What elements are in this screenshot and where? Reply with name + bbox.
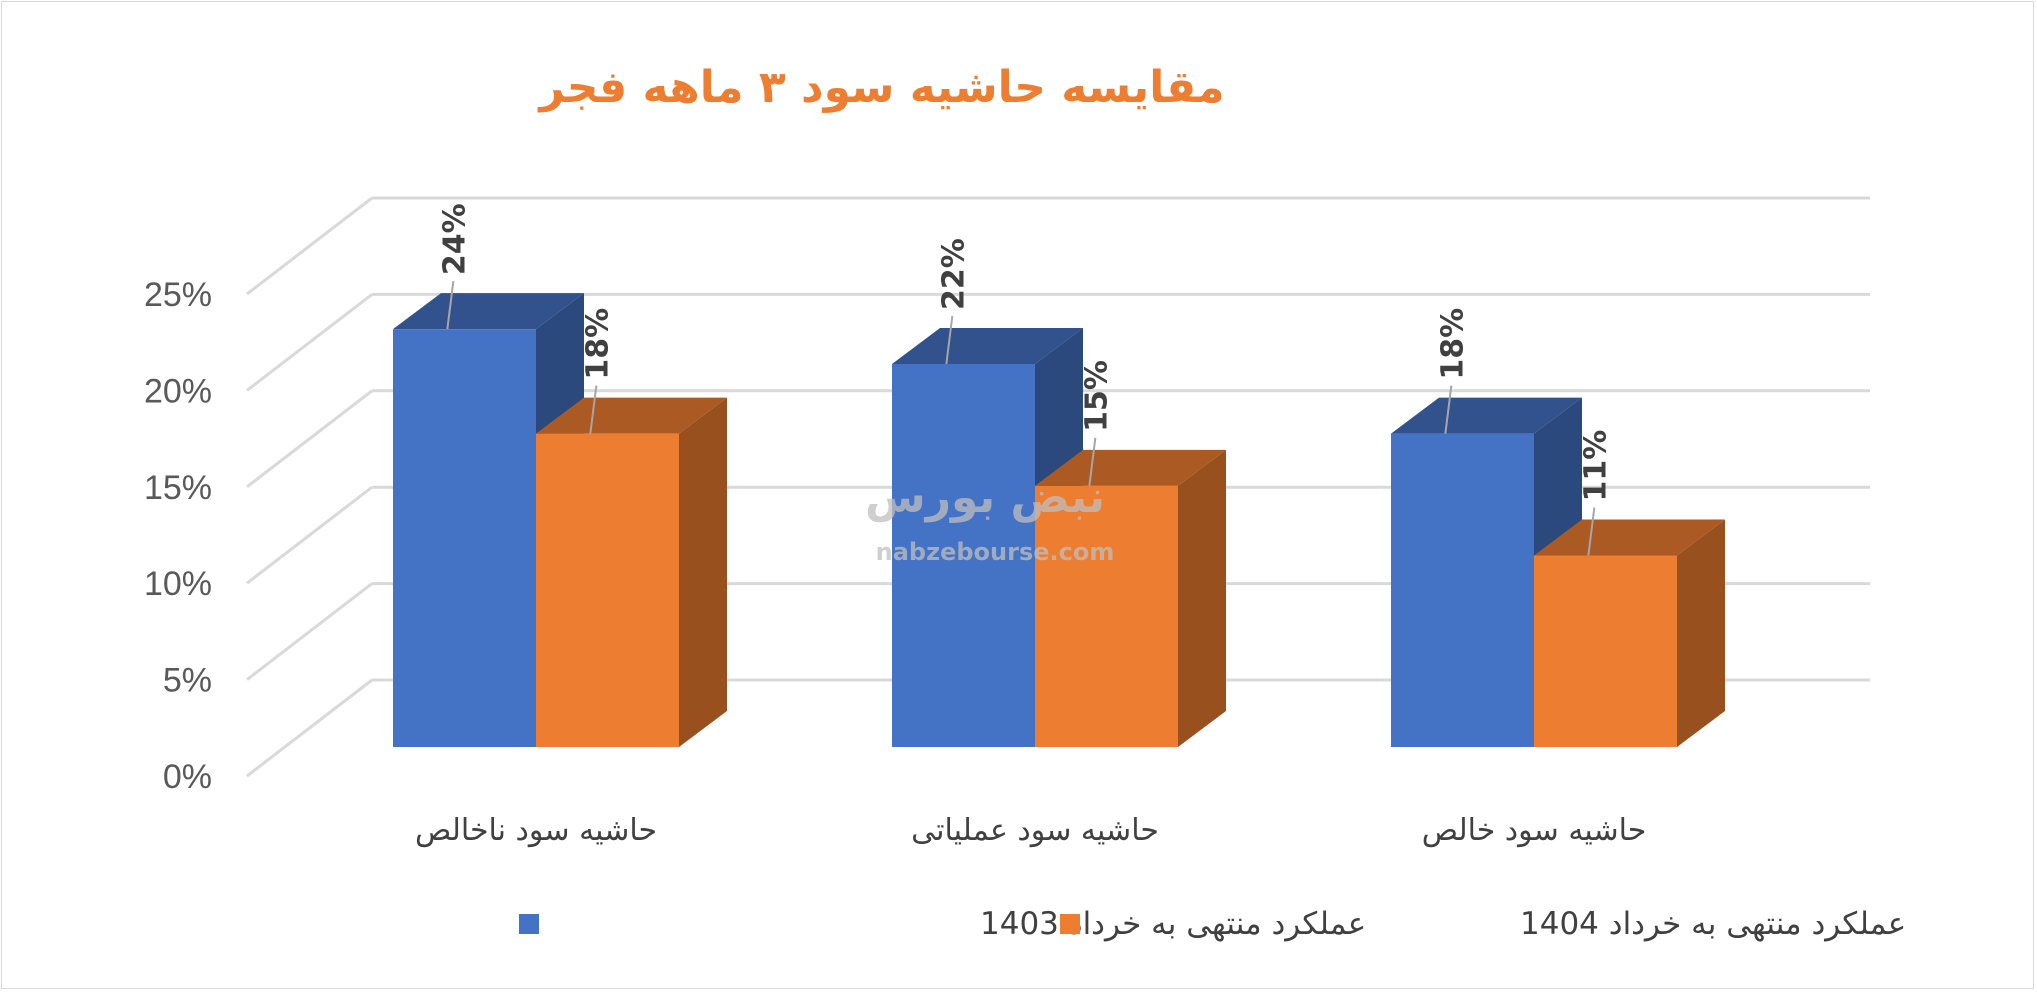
x-category-label: حاشیه سود خالص [1422, 813, 1647, 848]
bar-top [1391, 397, 1582, 434]
bar [536, 397, 727, 747]
bar-front [393, 329, 536, 747]
bar-top [1534, 519, 1725, 556]
data-label: 22% [936, 238, 971, 310]
bar-front [1391, 433, 1534, 747]
bar-top [536, 397, 727, 434]
bar-front [536, 433, 679, 747]
bar-top [393, 293, 584, 330]
x-axis-category-labels: حاشیه سود ناخالص حاشیه سود عملیاتی حاشیه س… [415, 813, 1646, 848]
bar [1534, 519, 1725, 747]
watermark-url: nabzebourse.com [876, 538, 1115, 566]
data-label-leader [1587, 507, 1596, 556]
bars [393, 293, 1725, 747]
bar-top [1035, 449, 1226, 486]
x-category-label: حاشیه سود عملیاتی [911, 813, 1159, 848]
data-label: 11% [1578, 430, 1613, 502]
legend-swatch-1404 [1060, 914, 1080, 934]
bar-side [1178, 449, 1226, 747]
bar-front [1534, 555, 1677, 747]
data-label: 24% [437, 203, 472, 275]
x-category-label: حاشیه سود ناخالص [415, 813, 657, 848]
gridline-diagonal [246, 582, 373, 681]
y-tick-label: 10% [144, 565, 212, 603]
bar-top [892, 327, 1083, 364]
data-label: 15% [1079, 360, 1114, 432]
data-label-leader [1088, 437, 1097, 486]
data-label-leader [1444, 385, 1453, 434]
y-tick-label: 0% [163, 758, 212, 796]
data-labels: 24% 18% 22% 15% 18% 11% [437, 203, 1613, 556]
gridline-diagonal [246, 196, 373, 296]
y-tick-label: 15% [144, 469, 212, 507]
watermark-logo: نبض بورس [865, 472, 1105, 523]
legend-label-1404: عملکرد منتهی به خرداد 1404 [1520, 906, 1906, 942]
y-axis-tick-labels: 0% 5% 10% 15% 20% 25% [144, 276, 212, 796]
data-label-leader [589, 385, 598, 434]
gridline-diagonal [246, 486, 373, 585]
bar-front [1035, 485, 1178, 747]
bar-front [892, 363, 1035, 747]
data-label: 18% [580, 308, 615, 380]
data-label-leader [945, 315, 954, 365]
bar-side [1677, 519, 1725, 747]
watermark: نبض بورس nabzebourse.com [865, 472, 1114, 566]
y-tick-label: 20% [144, 372, 212, 410]
bar [1035, 449, 1226, 747]
bar-side [679, 397, 727, 747]
gridline-diagonal [246, 678, 373, 778]
data-label-leader [446, 281, 455, 330]
chart-title: مقایسه حاشیه سود ۳ ماهه فجر [537, 62, 1224, 113]
y-tick-label: 25% [144, 276, 212, 314]
legend-label-1403: عملکرد منتهی به خرداد 1403 [980, 906, 1366, 942]
gridline-diagonal [246, 293, 373, 392]
legend: عملکرد منتهی به خرداد 1403 عملکرد منتهی … [519, 906, 1906, 942]
data-label: 18% [1435, 308, 1470, 380]
legend-swatch-1403 [519, 914, 539, 934]
gridline-diagonal [246, 389, 373, 488]
y-tick-label: 5% [163, 662, 212, 700]
